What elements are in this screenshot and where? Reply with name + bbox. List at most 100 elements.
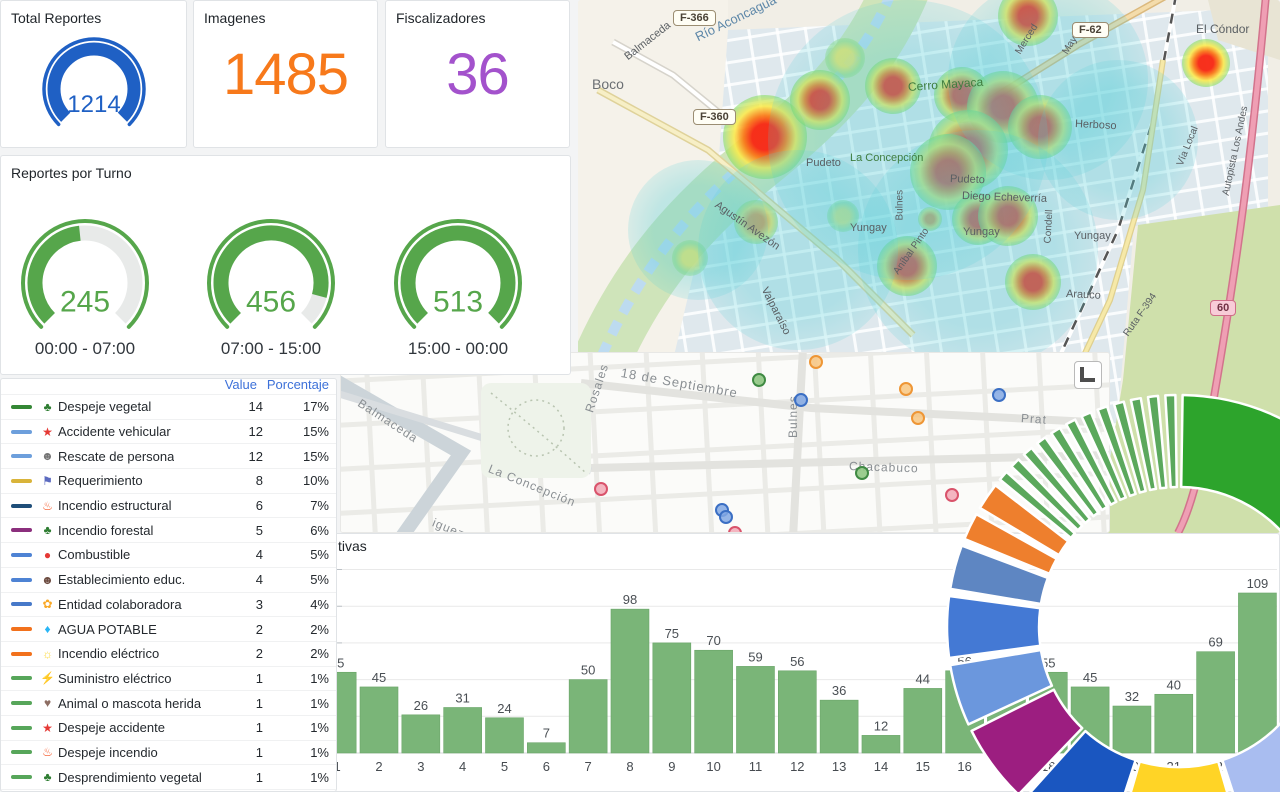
series-color-dash (11, 429, 32, 434)
bar (861, 735, 901, 754)
bar (443, 707, 482, 754)
category-value: 1 (255, 695, 263, 711)
donut-slice[interactable] (948, 648, 1054, 726)
table-row[interactable]: ♦ AGUA POTABLE 2 2% (1, 616, 336, 641)
turno-gauge: 245 (21, 219, 149, 329)
series-color-dash (11, 528, 32, 533)
donut-slice[interactable] (963, 512, 1058, 576)
panel-title[interactable]: Reportes por Turno (11, 165, 132, 181)
table-row[interactable]: ♣ Desprendimiento vegetal 1 1% (1, 764, 336, 789)
praying-hands-icon: ✿ (42, 597, 53, 612)
table-row[interactable]: ⚡ Suministro eléctrico 1 1% (1, 665, 336, 691)
zap-icon: ⚡ (40, 671, 55, 686)
bar-value-label: 7 (543, 726, 550, 741)
table-row[interactable]: ♥ Animal o mascota herida 1 1% (1, 690, 336, 715)
category-label: Combustible (58, 547, 131, 563)
donut-slice[interactable] (978, 483, 1070, 557)
map-marker-red[interactable] (945, 488, 959, 502)
bar (1196, 651, 1235, 754)
donut-slice[interactable] (1050, 426, 1109, 512)
category-value: 3 (255, 596, 263, 612)
panel-title[interactable]: Fiscalizadores (396, 10, 486, 26)
person-icon: ☻ (41, 449, 54, 464)
category-label: Incendio estructural (58, 498, 172, 514)
series-color-dash (11, 503, 32, 508)
donut-slice[interactable] (1064, 418, 1118, 506)
table-row[interactable]: ♣ Incendio forestal 5 6% (1, 517, 336, 542)
category-percent: 1% (310, 769, 329, 785)
bar (1112, 705, 1152, 754)
donut-slice[interactable] (1164, 393, 1179, 489)
x-tick-label: 14 (874, 759, 888, 774)
bar-chart-title-fragment[interactable]: tivas (338, 538, 367, 554)
map-marker-orange[interactable] (911, 411, 925, 425)
table-row[interactable]: ●Incendio vehicular11% (1, 789, 336, 791)
category-label: Incendio forestal (58, 522, 154, 538)
map-marker-orange[interactable] (899, 382, 913, 396)
donut-slice[interactable] (970, 688, 1084, 792)
donut-slice[interactable] (1035, 436, 1100, 518)
panel-imagenes: Imagenes 1485 (193, 0, 378, 148)
bar-value-label: 36 (832, 683, 846, 698)
panel-title[interactable]: Imagenes (204, 10, 266, 26)
donut-slice[interactable] (1146, 394, 1168, 490)
donut-slice[interactable] (1080, 411, 1128, 502)
donut-slice[interactable] (1129, 396, 1158, 492)
gauge-value: 456 (246, 286, 296, 319)
donut-chart[interactable] (930, 370, 1280, 792)
category-percent: 10% (302, 473, 329, 489)
table-row[interactable]: ☻ Rescate de persona 12 15% (1, 443, 336, 468)
donut-slice[interactable] (1112, 400, 1147, 494)
table-row[interactable]: ✿ Entidad colaboradora 3 4% (1, 591, 336, 617)
series-color-dash (11, 676, 32, 681)
table-row[interactable]: ♨ Despeje incendio 1 1% (1, 739, 336, 765)
category-value: 1 (255, 720, 263, 736)
fiscalizadores-value: 36 (446, 41, 510, 107)
bar-value-label: 24 (497, 701, 511, 716)
table-row[interactable]: ★ Despeje accidente 1 1% (1, 714, 336, 740)
bar (652, 642, 692, 754)
map-marker-orange[interactable] (809, 355, 823, 369)
map-marker-red[interactable] (728, 526, 742, 532)
bar (485, 717, 524, 754)
category-label: Suministro eléctrico (58, 670, 172, 686)
table-row[interactable]: ♣ Despeje vegetal 14 17% (1, 394, 336, 419)
donut-slice[interactable] (1096, 405, 1137, 498)
map-marker-blue[interactable] (794, 393, 808, 407)
table-row[interactable]: ☻ Establecimiento educ. 4 5% (1, 566, 336, 592)
map-marker-blue[interactable] (992, 388, 1006, 402)
table-row[interactable]: ☼ Incendio eléctrico 2 2% (1, 640, 336, 666)
panel-category-table: Value Porcentaje ♣ Despeje vegetal 14 17% ★ A… (0, 378, 337, 792)
bar-value-label: 26 (414, 698, 428, 713)
donut-slice[interactable] (1010, 458, 1084, 532)
x-tick-label: 9 (668, 759, 675, 774)
table-row[interactable]: ⚑ Requerimiento 8 10% (1, 468, 336, 493)
bar-value-label: 70 (706, 633, 720, 648)
donut-slice[interactable] (1024, 729, 1137, 792)
donut-slice[interactable] (945, 594, 1042, 660)
donut-slice[interactable] (1022, 446, 1092, 525)
column-header-porcentaje[interactable]: Porcentaje (266, 378, 329, 392)
series-color-dash (11, 552, 32, 557)
donut-slice[interactable] (1221, 680, 1280, 792)
table-row[interactable]: ● Combustible 4 5% (1, 542, 336, 567)
table-row[interactable]: ★ Accidente vehicular 12 15% (1, 418, 336, 444)
donut-slice[interactable] (1179, 393, 1280, 555)
map-marker-green[interactable] (855, 466, 869, 480)
gauge-value: 1214 (67, 91, 120, 118)
donut-slice[interactable] (998, 470, 1077, 540)
map-marker-blue[interactable] (719, 510, 733, 524)
measure-ruler-icon[interactable] (1074, 361, 1102, 389)
column-header-value[interactable]: Value (224, 378, 257, 392)
bar-value-label: 32 (1125, 689, 1139, 704)
panel-fiscalizadores: Fiscalizadores 36 (385, 0, 570, 148)
donut-slice[interactable] (1114, 760, 1244, 792)
map-marker-green[interactable] (752, 373, 766, 387)
table-row[interactable]: ♨ Incendio estructural 6 7% (1, 492, 336, 518)
map-marker-red[interactable] (594, 482, 608, 496)
fire-icon: ♨ (42, 498, 53, 513)
category-percent: 1% (310, 720, 329, 736)
category-label: Despeje incendio (58, 744, 158, 760)
donut-slice[interactable] (948, 544, 1050, 606)
panel-title[interactable]: Total Reportes (11, 10, 102, 26)
